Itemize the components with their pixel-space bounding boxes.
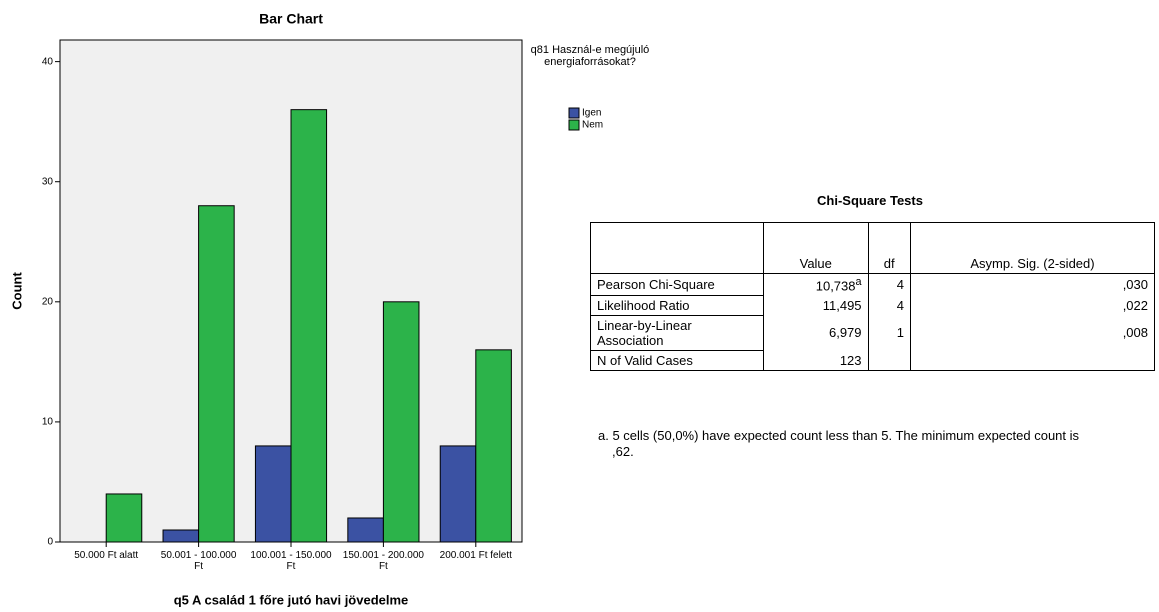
cell: 4 bbox=[867, 273, 911, 296]
x-axis-title: q5 A család 1 főre jutó havi jövedelme bbox=[174, 592, 409, 607]
cell: ,022 bbox=[909, 295, 1155, 316]
x-tick-label: 200.001 Ft felett bbox=[439, 550, 512, 561]
y-tick-label: 20 bbox=[42, 296, 54, 307]
table-row: Pearson Chi-Square 10,738a 4,030 bbox=[590, 273, 1155, 296]
bar bbox=[382, 301, 420, 543]
cell: 4 bbox=[867, 295, 911, 316]
y-tick-label: 10 bbox=[42, 417, 54, 428]
cell: 6,979 bbox=[763, 315, 869, 351]
bar bbox=[254, 445, 292, 543]
row-label: Pearson Chi-Square bbox=[590, 273, 764, 296]
bar bbox=[162, 529, 200, 543]
cell-note: a bbox=[855, 276, 862, 288]
legend-label: Igen bbox=[582, 108, 601, 119]
y-tick-label: 0 bbox=[47, 537, 53, 548]
x-tick-label: 150.001 - 200.000 Ft bbox=[342, 550, 424, 572]
table-row: Linear-by-Linear Association 6,979 1,008 bbox=[590, 314, 1155, 351]
cell: 1 bbox=[867, 315, 911, 351]
chi-square-table: Value df Asymp. Sig. (2-sided) Pearson Chi-… bbox=[590, 222, 1155, 371]
y-tick-label: 40 bbox=[42, 56, 54, 67]
cell bbox=[909, 350, 1155, 371]
bar bbox=[475, 349, 512, 543]
x-tick-label: 100.001 - 150.000 Ft bbox=[250, 550, 332, 572]
y-tick-label: 30 bbox=[42, 176, 54, 187]
cell: ,030 bbox=[909, 273, 1155, 296]
y-axis-title: Count bbox=[9, 272, 24, 310]
row-label: Linear-by-Linear Association bbox=[590, 314, 764, 351]
header-cell: Asymp. Sig. (2-sided) bbox=[909, 222, 1155, 274]
bar bbox=[198, 205, 235, 543]
header-cell: Value bbox=[763, 222, 869, 274]
table-title: Chi-Square Tests bbox=[817, 193, 923, 208]
row-label: Likelihood Ratio bbox=[590, 294, 764, 316]
bar bbox=[290, 109, 328, 543]
header-row: Value df Asymp. Sig. (2-sided) bbox=[590, 222, 1155, 274]
cell: 123 bbox=[763, 350, 869, 371]
cell-value: 123 bbox=[839, 352, 862, 368]
chart-title: Bar Chart bbox=[259, 11, 323, 27]
cell-value: 6,979 bbox=[828, 325, 862, 341]
bar bbox=[439, 445, 477, 543]
x-tick-label: 50.000 Ft alatt bbox=[74, 550, 139, 561]
legend-label: Nem bbox=[582, 120, 603, 131]
table-row: Likelihood Ratio 11,495 4,022 bbox=[590, 294, 1155, 316]
cell: 11,495 bbox=[763, 295, 869, 316]
cell-value: 11,495 bbox=[822, 297, 862, 313]
footnote: a. 5 cells (50,0%) have expected count l… bbox=[598, 428, 1080, 459]
cell-value: 10,738 bbox=[815, 278, 856, 294]
table-row: N of Valid Cases 123 bbox=[590, 349, 1155, 371]
header-cell bbox=[590, 222, 764, 274]
cell: 10,738a bbox=[763, 273, 869, 296]
legend-swatch bbox=[568, 107, 580, 119]
legend-swatch bbox=[568, 119, 580, 131]
cell: ,008 bbox=[909, 315, 1155, 351]
legend-title: q81 Használ-e megújuló energiaforrásokat… bbox=[530, 44, 650, 68]
row-label: N of Valid Cases bbox=[590, 349, 764, 371]
bar bbox=[347, 517, 384, 543]
bar bbox=[105, 493, 143, 543]
cell bbox=[867, 350, 911, 371]
header-cell: df bbox=[867, 222, 911, 274]
x-tick-label: 50.001 - 100.000 Ft bbox=[160, 550, 237, 572]
